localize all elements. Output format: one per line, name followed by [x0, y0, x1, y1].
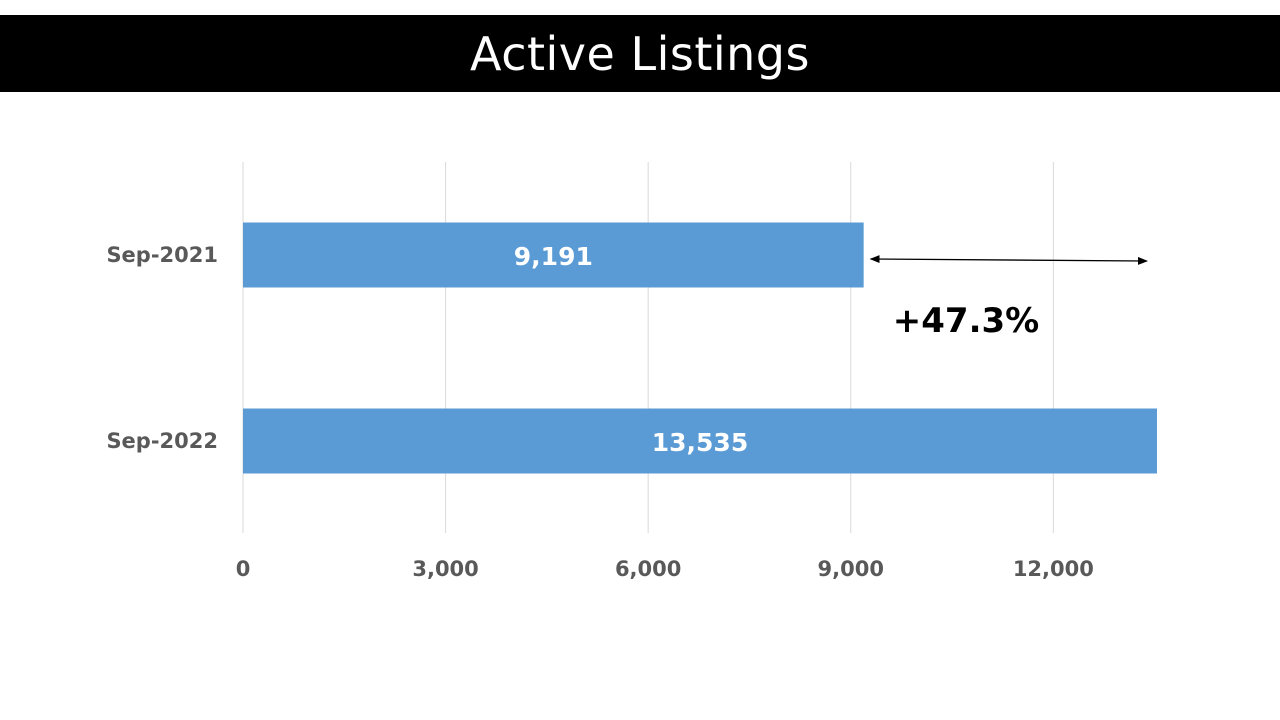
change-percent-label: +47.3% — [893, 301, 1039, 341]
x-tick-label: 3,000 — [412, 557, 478, 581]
title-bar: Active Listings — [0, 15, 1280, 92]
chart-title: Active Listings — [470, 26, 810, 81]
labels: 0 3,000 6,000 9,000 12,000 Sep-2021 9,191 Sep-2… — [106, 242, 1093, 581]
x-tick-label: 12,000 — [1013, 557, 1094, 581]
data-label: 9,191 — [514, 242, 593, 271]
x-tick-label: 9,000 — [818, 557, 884, 581]
category-label: Sep-2022 — [106, 429, 218, 453]
x-tick-label: 6,000 — [615, 557, 681, 581]
x-tick-label: 0 — [236, 557, 251, 581]
bars — [243, 222, 1157, 474]
bar-sep-2022 — [243, 408, 1157, 474]
data-label: 13,535 — [652, 428, 748, 457]
category-label: Sep-2021 — [106, 243, 218, 267]
gridlines — [242, 162, 1054, 533]
annotation: +47.3% — [869, 255, 1148, 341]
change-arrow — [869, 255, 1148, 265]
bar-sep-2021 — [243, 222, 864, 288]
